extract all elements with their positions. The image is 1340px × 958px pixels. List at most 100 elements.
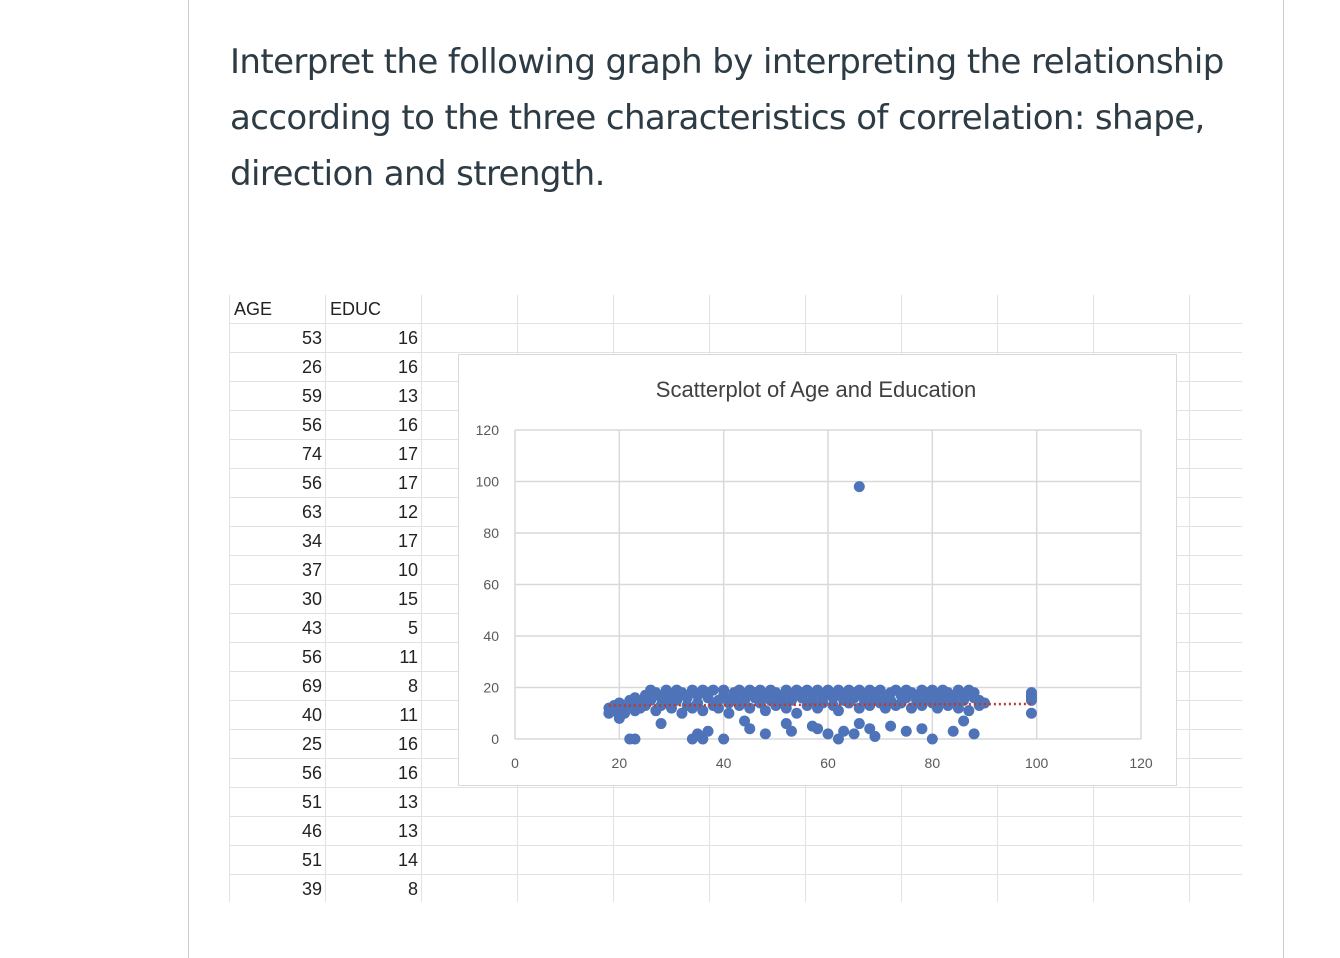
y-tick-label: 20 <box>483 680 499 696</box>
x-tick-label: 60 <box>820 755 836 771</box>
scatter-point <box>900 725 912 737</box>
scatter-point <box>817 697 829 709</box>
cell-educ: 16 <box>397 357 418 377</box>
cell-age: 63 <box>301 502 322 522</box>
grid-row-line <box>229 352 1242 353</box>
scatter-point <box>806 720 818 732</box>
cell-age: 69 <box>301 676 322 696</box>
chart-x-tick-labels: 0 20 40 60 80 100 120 <box>511 755 1153 771</box>
grid-row-line <box>229 816 1242 817</box>
cell-age: 26 <box>301 357 322 377</box>
column-header-educ: EDUC <box>330 299 382 319</box>
cell-educ: 16 <box>397 763 418 783</box>
scatter-point <box>869 730 881 742</box>
scatter-point <box>759 728 771 740</box>
cell-educ: 5 <box>407 618 418 638</box>
y-tick-label: 120 <box>476 422 500 438</box>
scatter-chart: Scatterplot of Age and Education 0 20 40 60… <box>458 354 1177 786</box>
cell-age: 56 <box>301 415 322 435</box>
scatter-point <box>968 728 980 740</box>
scatter-point <box>879 702 891 714</box>
cell-educ: 14 <box>397 850 418 870</box>
scatter-point <box>754 697 766 709</box>
chart-trendline <box>608 702 1032 707</box>
scatter-point <box>1025 694 1037 706</box>
scatter-point <box>822 684 834 696</box>
scatter-point <box>785 694 797 706</box>
chart-title: Scatterplot of Age and Education <box>656 377 976 402</box>
cell-educ: 8 <box>407 879 418 899</box>
x-tick-label: 80 <box>925 755 941 771</box>
cell-educ: 12 <box>397 502 418 522</box>
y-tick-label: 80 <box>483 525 499 541</box>
cell-age: 59 <box>301 386 322 406</box>
column-header-age: AGE <box>234 299 273 319</box>
scatter-point <box>853 702 865 714</box>
cell-age: 53 <box>301 328 322 348</box>
cell-educ: 16 <box>397 734 418 754</box>
cell-age: 74 <box>301 444 322 464</box>
scatter-point <box>629 733 641 745</box>
scatter-point <box>947 725 959 737</box>
chart-y-tick-labels: 0 20 40 60 80 100 120 <box>476 422 500 747</box>
scatter-point <box>702 725 714 737</box>
scatter-point <box>832 733 844 745</box>
cell-age: 56 <box>301 763 322 783</box>
scatter-point <box>681 692 693 704</box>
scatter-point <box>671 694 683 706</box>
scatter-point <box>785 725 797 737</box>
y-tick-label: 40 <box>483 628 499 644</box>
scatter-point <box>853 481 865 493</box>
scatter-point <box>885 720 897 732</box>
scatter-point <box>848 728 860 740</box>
cell-educ: 8 <box>407 676 418 696</box>
cell-educ: 15 <box>397 589 418 609</box>
scatter-point <box>613 712 625 724</box>
y-tick-label: 60 <box>483 577 499 593</box>
cell-educ: 16 <box>397 328 418 348</box>
scatter-point <box>1025 707 1037 719</box>
scatter-point <box>822 728 834 740</box>
scatter-point <box>739 715 751 727</box>
scatter-point <box>926 733 938 745</box>
scatter-chart-svg: Scatterplot of Age and Education 0 20 40 60… <box>476 377 1153 771</box>
scatter-point <box>838 725 850 737</box>
cell-educ: 17 <box>397 531 418 551</box>
cell-age: 25 <box>301 734 322 754</box>
cell-age: 56 <box>301 647 322 667</box>
scatter-point <box>864 723 876 735</box>
x-tick-label: 20 <box>612 755 628 771</box>
x-tick-label: 40 <box>716 755 732 771</box>
scatter-point <box>723 707 735 719</box>
scatter-point <box>791 707 803 719</box>
cell-educ: 13 <box>397 792 418 812</box>
scatter-point <box>780 718 792 730</box>
grid-column-line <box>421 295 422 902</box>
scatter-point <box>744 702 756 714</box>
scatter-point <box>655 718 667 730</box>
cell-age: 56 <box>301 473 322 493</box>
scatter-point <box>827 692 839 704</box>
cell-educ: 13 <box>397 821 418 841</box>
scatter-point <box>676 707 688 719</box>
trendline <box>608 702 1032 707</box>
scatter-point <box>916 700 928 712</box>
cell-educ: 11 <box>399 647 418 667</box>
y-tick-label: 100 <box>476 474 500 490</box>
grid-row-line <box>229 323 1242 324</box>
scatter-point <box>812 684 824 696</box>
scatter-point <box>645 694 657 706</box>
cell-age: 40 <box>301 705 322 725</box>
scatter-point <box>728 692 740 704</box>
cell-age: 46 <box>301 821 322 841</box>
spreadsheet-image: AGE EDUC 53 16 26 16 59 13 56 16 74 17 56 17 63 12 34 17 3… <box>229 295 1242 902</box>
cell-age: 43 <box>301 618 322 638</box>
question-text: Interpret the following graph by interpr… <box>230 42 1224 194</box>
cell-age: 51 <box>301 850 322 870</box>
scatter-point <box>916 723 928 735</box>
cell-educ: 16 <box>397 415 418 435</box>
scatter-point <box>759 705 771 717</box>
grid-row-line <box>229 874 1242 875</box>
grid-row-line <box>229 787 1242 788</box>
grid-column-line <box>1189 295 1190 902</box>
